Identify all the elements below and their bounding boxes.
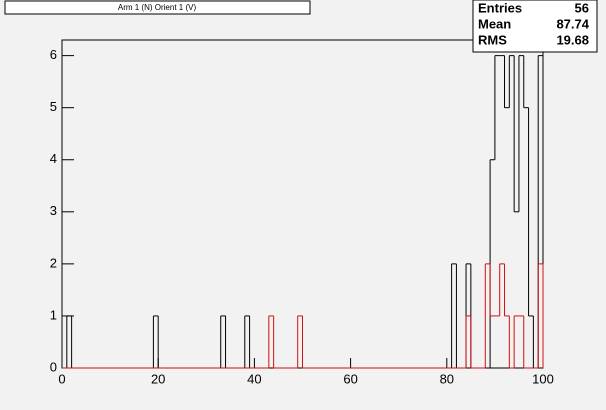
chart-title: Arm 1 (N) Orient 1 (V) <box>118 3 197 12</box>
stats-label: RMS <box>478 32 507 47</box>
x-tick-label: 40 <box>247 371 261 386</box>
x-tick-label: 60 <box>343 371 357 386</box>
y-tick-label: 5 <box>50 99 57 114</box>
x-tick-label: 80 <box>440 371 454 386</box>
stats-value: 87.74 <box>556 16 589 31</box>
y-tick-label: 3 <box>50 203 57 218</box>
stats-box <box>472 0 598 53</box>
y-tick-label: 1 <box>50 307 57 322</box>
y-tick-label: 0 <box>50 359 57 374</box>
x-tick-label: 100 <box>532 371 554 386</box>
stats-value: 19.68 <box>556 32 589 47</box>
x-tick-label: 20 <box>151 371 165 386</box>
stats-label: Entries <box>478 0 522 15</box>
y-tick-label: 4 <box>50 151 57 166</box>
stats-label: Mean <box>478 16 511 31</box>
x-tick-label: 0 <box>58 371 65 386</box>
y-tick-label: 6 <box>50 47 57 62</box>
y-tick-label: 2 <box>50 255 57 270</box>
title-box <box>4 0 311 15</box>
stats-value: 56 <box>575 0 589 15</box>
